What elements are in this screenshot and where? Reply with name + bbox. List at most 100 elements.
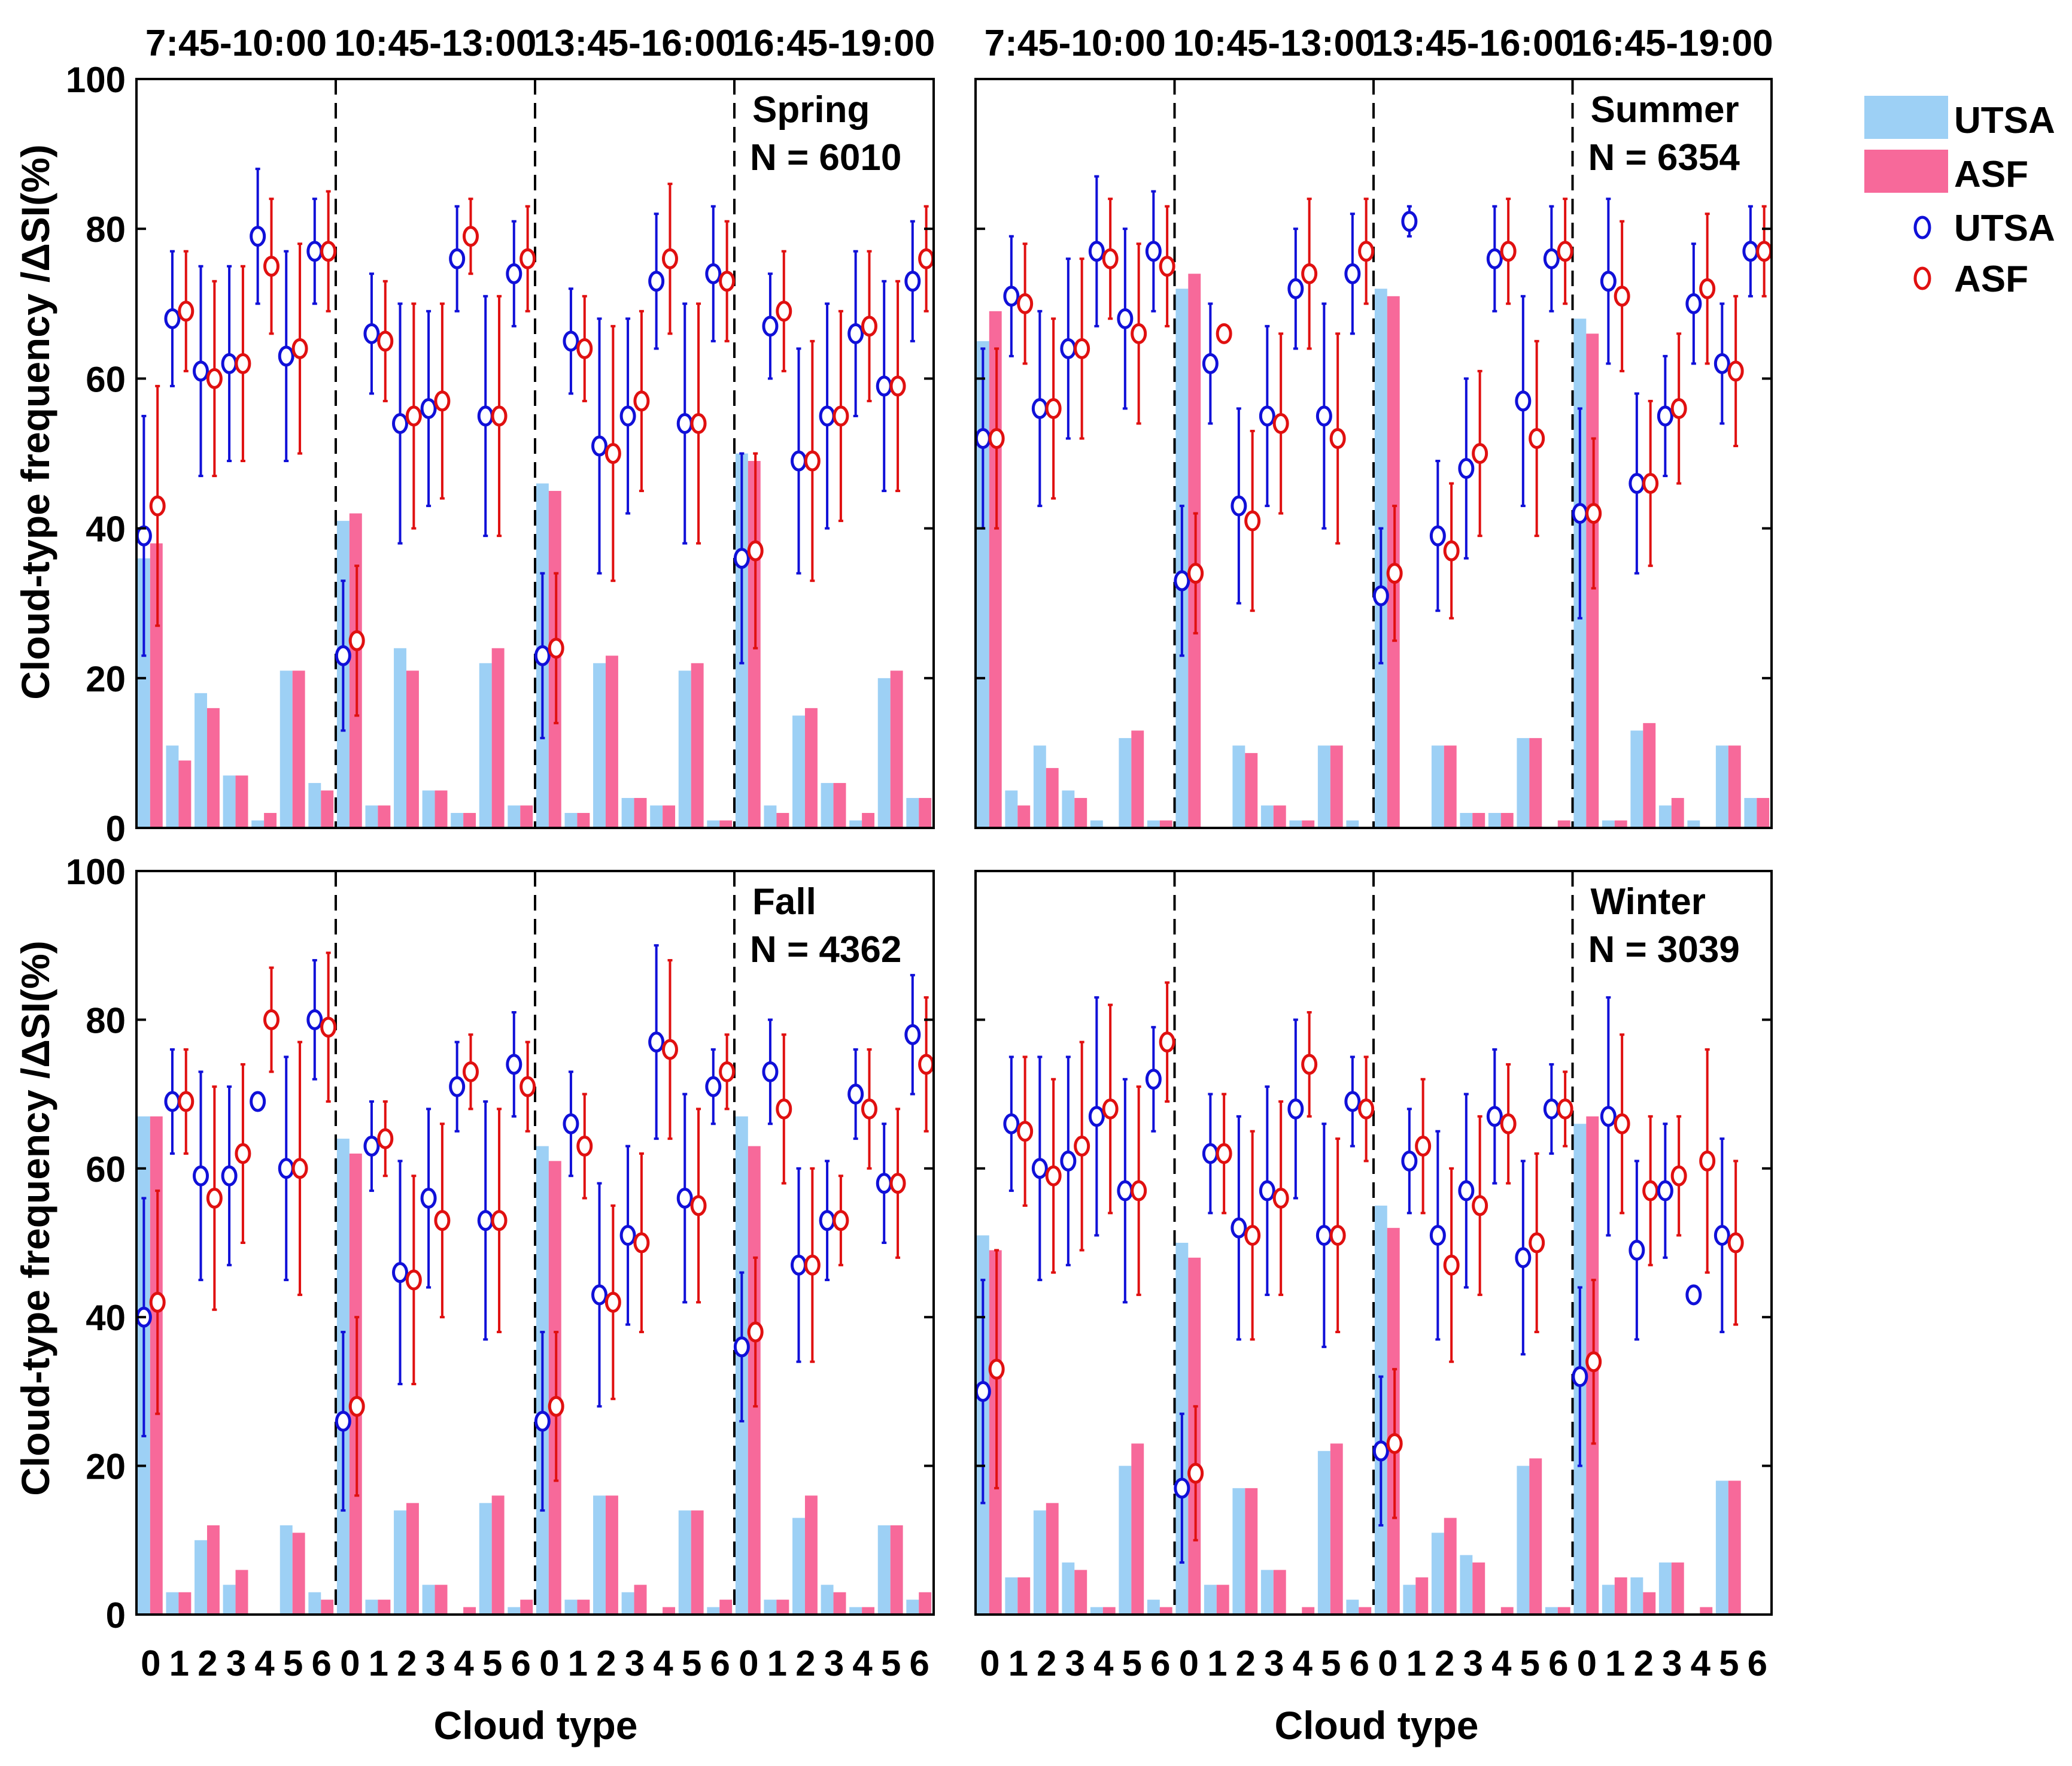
- marker-asf: [1272, 1187, 1289, 1209]
- bar-utsa: [764, 805, 777, 828]
- bar-utsa: [1119, 1465, 1132, 1615]
- legend-asf-marker-label: ASF: [1954, 259, 2028, 300]
- marker-utsa: [363, 323, 380, 344]
- marker-asf: [1301, 1054, 1318, 1075]
- x-tick-label: 3: [426, 1643, 445, 1683]
- marker-utsa: [477, 405, 494, 427]
- bar-utsa: [394, 1510, 406, 1615]
- marker-utsa: [563, 1113, 579, 1134]
- bar-utsa: [1147, 1600, 1160, 1615]
- bar-utsa: [1602, 820, 1615, 828]
- y-tick-label: 60: [86, 359, 126, 399]
- time-window-label: 7:45-10:00: [145, 23, 327, 64]
- sample-size-label: N = 3039: [1588, 929, 1740, 970]
- bar-asf: [1529, 1458, 1542, 1615]
- marker-asf: [462, 1061, 479, 1082]
- marker-asf: [1529, 1232, 1545, 1254]
- bar-asf: [1017, 1577, 1031, 1615]
- marker-asf: [861, 315, 877, 337]
- bar-asf: [1273, 805, 1286, 828]
- bar-utsa: [1090, 820, 1103, 828]
- marker-asf: [576, 338, 593, 359]
- x-tick-label: 3: [1662, 1643, 1682, 1683]
- marker-utsa: [1145, 241, 1162, 262]
- marker-asf: [1614, 1113, 1630, 1134]
- x-tick-label: 0: [141, 1643, 160, 1683]
- bar-asf: [1529, 738, 1542, 828]
- bar-utsa: [195, 693, 207, 828]
- y-tick-label: 60: [86, 1149, 126, 1190]
- y-tick-label: 0: [106, 809, 126, 849]
- marker-asf: [661, 1039, 678, 1060]
- marker-asf: [889, 1173, 906, 1194]
- marker-utsa: [420, 1187, 437, 1209]
- bar-utsa: [1517, 738, 1530, 828]
- marker-utsa: [1287, 278, 1304, 299]
- bar-utsa: [1488, 812, 1501, 828]
- marker-utsa: [1572, 1366, 1588, 1388]
- y-tick-label: 100: [66, 852, 126, 892]
- marker-utsa: [1372, 1440, 1389, 1462]
- legend-asf-marker: [1913, 266, 1931, 290]
- x-axis-label-right: Cloud type: [1275, 1703, 1479, 1747]
- marker-asf: [776, 1098, 792, 1119]
- bar-utsa: [877, 1525, 891, 1615]
- bar-utsa: [251, 820, 265, 828]
- y-tick-label: 80: [86, 1000, 126, 1040]
- marker-utsa: [164, 1091, 181, 1112]
- bar-asf: [1700, 1607, 1713, 1615]
- marker-asf: [1017, 293, 1034, 314]
- bar-asf: [890, 670, 903, 828]
- bar-asf: [634, 797, 647, 828]
- marker-asf: [719, 271, 736, 292]
- marker-asf: [604, 443, 621, 464]
- bar-asf: [862, 812, 875, 828]
- x-tick-label: 5: [1122, 1643, 1142, 1683]
- marker-utsa: [676, 412, 693, 434]
- bar-utsa: [1715, 1480, 1728, 1615]
- marker-asf: [1358, 1098, 1375, 1119]
- bar-asf: [1444, 1518, 1457, 1615]
- sample-size-label: N = 4362: [750, 929, 901, 970]
- bar-utsa: [479, 1503, 492, 1615]
- marker-utsa: [974, 427, 991, 449]
- bar-asf: [719, 820, 733, 828]
- x-tick-label: 1: [767, 1643, 787, 1683]
- bar-utsa: [1033, 1510, 1046, 1615]
- bar-asf: [150, 543, 163, 828]
- bar-utsa: [1317, 1451, 1330, 1615]
- marker-asf: [690, 1195, 707, 1216]
- marker-asf: [235, 1143, 251, 1164]
- bar-asf: [1500, 1607, 1514, 1615]
- marker-utsa: [619, 1225, 636, 1246]
- time-window-label: 10:45-13:00: [335, 23, 537, 64]
- marker-utsa: [1401, 211, 1418, 232]
- marker-utsa: [1231, 495, 1247, 517]
- x-tick-label: 6: [1350, 1643, 1369, 1683]
- bar-utsa: [1545, 1607, 1558, 1615]
- season-label: Summer: [1591, 89, 1739, 131]
- y-axis-label-bottom: Cloud-type frequency /ΔSI(%): [13, 940, 57, 1496]
- bar-asf: [605, 1495, 618, 1615]
- marker-asf: [776, 301, 792, 322]
- marker-utsa: [1003, 1113, 1020, 1134]
- marker-utsa: [1060, 1150, 1077, 1172]
- marker-utsa: [449, 1076, 466, 1097]
- marker-utsa: [363, 1136, 380, 1157]
- marker-asf: [434, 1210, 451, 1231]
- bar-utsa: [976, 341, 989, 828]
- marker-asf: [719, 1061, 736, 1082]
- marker-utsa: [164, 308, 181, 329]
- marker-utsa: [1259, 405, 1275, 427]
- bar-asf: [435, 790, 448, 828]
- bar-utsa: [394, 648, 406, 828]
- bar-asf: [1757, 797, 1770, 828]
- x-axis-label-left: Cloud type: [434, 1703, 638, 1747]
- marker-asf: [1699, 278, 1716, 299]
- bar-utsa: [1005, 790, 1018, 828]
- bar-utsa: [223, 775, 236, 828]
- marker-utsa: [1713, 1225, 1730, 1246]
- bar-asf: [1102, 1607, 1116, 1615]
